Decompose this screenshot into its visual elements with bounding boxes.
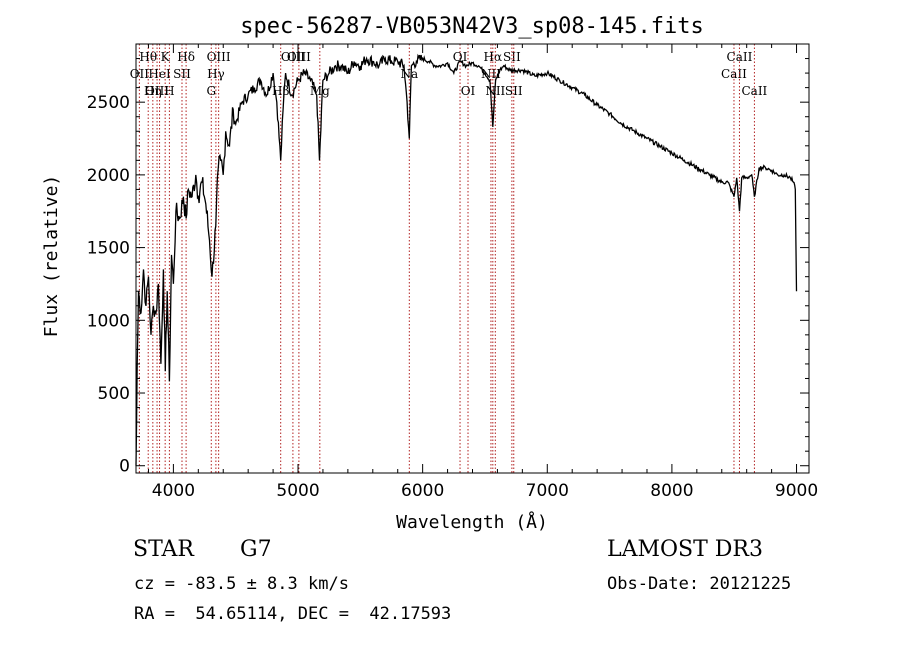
x-axis-label: Wavelength (Å): [396, 511, 548, 533]
line-marker-label: Hδ: [177, 50, 195, 64]
line-marker-label: G: [206, 84, 216, 98]
y-axis-label: Flux (relative): [41, 175, 62, 338]
y-tick-label: 0: [119, 457, 130, 477]
object-subclass: G7: [240, 537, 272, 562]
observation-date: Obs-Date: 20121225: [607, 574, 792, 594]
object-class: STAR: [133, 537, 194, 562]
coordinates: RA = 54.65114, DEC = 42.17593: [134, 604, 452, 624]
line-marker-label: OIII: [287, 50, 311, 64]
line-marker-label: Mg: [310, 84, 330, 98]
x-tick-label: 6000: [401, 481, 444, 501]
x-tick-label: 4000: [152, 481, 195, 501]
plot-axes: 4000 5000 6000 7000 8000 9000 0 500 1000 1500 2000…: [87, 43, 818, 501]
line-marker-label: SII: [173, 67, 191, 81]
y-tick-label: 1500: [87, 239, 130, 259]
y-tick-label: 2000: [87, 166, 130, 186]
line-marker-label: Na: [400, 67, 418, 81]
line-marker-label: OIII: [145, 84, 169, 98]
line-marker-label: OII: [130, 67, 150, 81]
line-marker-label: H: [164, 84, 174, 98]
line-marker-label: SII: [503, 50, 521, 64]
line-marker-label: OI: [453, 50, 468, 64]
line-marker-label: SII: [505, 84, 523, 98]
y-tick-label: 500: [98, 384, 130, 404]
line-marker-label: OIII: [281, 50, 305, 64]
line-marker-label: OIII: [207, 50, 231, 64]
y-tick-label: 2500: [87, 93, 130, 113]
line-marker-label: HeI: [148, 67, 171, 81]
x-tick-label: 8000: [650, 481, 693, 501]
y-tick-label: 1000: [87, 311, 130, 331]
redshift-value: cz = -83.5 ± 8.3 km/s: [134, 574, 349, 594]
line-marker-label: K: [161, 50, 171, 64]
plot-frame: [135, 43, 810, 474]
line-marker-label: Hα: [484, 50, 503, 64]
chart-title: spec-56287-VB053N42V3_sp08-145.fits: [240, 14, 704, 39]
x-tick-label: 7000: [526, 481, 569, 501]
line-marker-label: CaII: [741, 84, 767, 98]
x-tick-label: 5000: [276, 481, 319, 501]
x-tick-label: 9000: [775, 481, 818, 501]
spectrum-line: [135, 53, 798, 466]
survey-name: LAMOST DR3: [607, 537, 763, 562]
line-marker-label: OI: [461, 84, 476, 98]
line-marker-label: CaII: [721, 67, 747, 81]
line-marker-label: CaII: [727, 50, 753, 64]
line-marker-label: Hθ: [139, 50, 157, 64]
line-marker-label: Hγ: [207, 67, 225, 81]
